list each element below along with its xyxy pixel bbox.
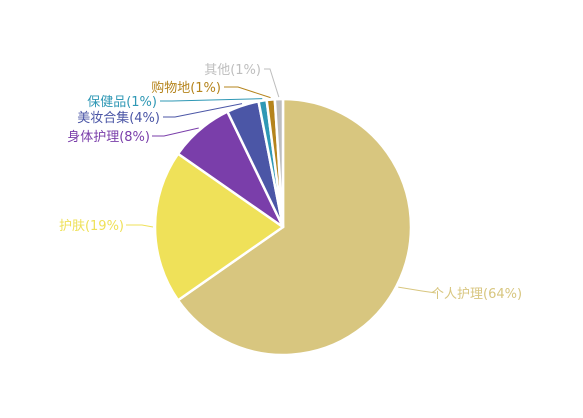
slice-label-6: 购物地(1%) (151, 80, 221, 96)
pie-slice-7[interactable] (273, 97, 285, 229)
slice-label-7: 其他(1%) (204, 63, 261, 78)
leader-line-2 (126, 224, 154, 228)
leader-line-3 (152, 127, 199, 137)
slice-label-4: 美妆合集(4%) (77, 110, 160, 126)
leader-line-6 (224, 86, 271, 99)
leader-line-1 (398, 286, 437, 294)
pie-slice-1[interactable] (176, 97, 413, 357)
slice-labels: 个人护理(64%) 护肤(19%) 身体护理(8%) 美妆合集(4%)保健品(1%)购… (59, 63, 522, 302)
leader-line-4 (163, 103, 243, 118)
label-leader-lines (126, 68, 437, 294)
slice-label-5: 保健品(1%) (87, 95, 157, 110)
pie-slice-2[interactable] (153, 152, 285, 302)
slice-label-3: 身体护理(8%) (67, 129, 150, 145)
leader-line-7 (264, 68, 280, 98)
pie-slices (153, 97, 413, 357)
slice-label-1: 个人护理(64%) (431, 287, 522, 302)
leader-line-5 (160, 98, 263, 102)
slice-label-2: 护肤(19%) (59, 219, 124, 234)
